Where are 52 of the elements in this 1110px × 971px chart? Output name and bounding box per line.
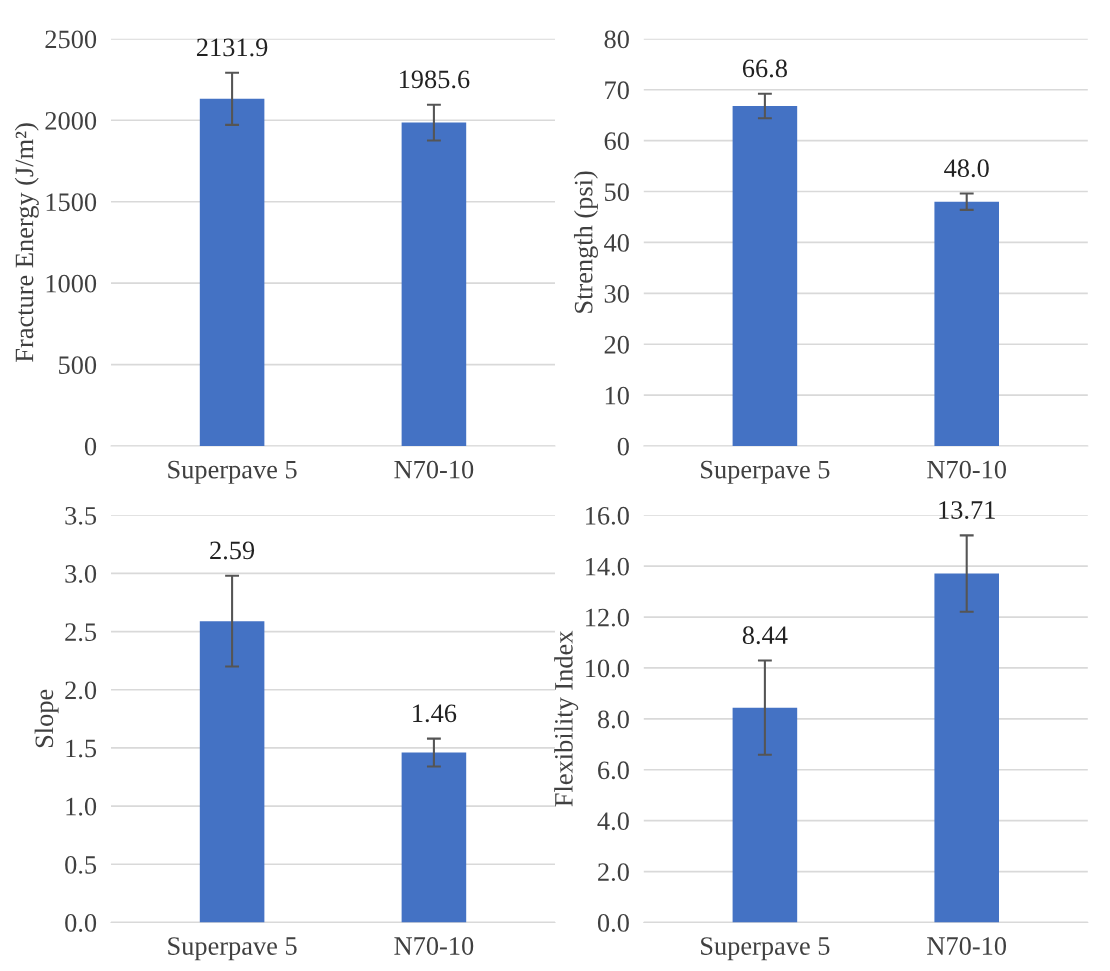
y-tick-label: 1000 [46,274,97,293]
data-label: 66.8 [742,59,787,78]
y-tick-label: 2.5 [65,623,97,642]
y-tick-label: 12.0 [586,608,629,627]
x-tick-label: N70-10 [394,937,474,955]
x-tick-label: Superpave 5 [168,937,297,961]
y-axis-title: Slope [34,689,59,748]
y-axis-title: Fracture Energy (J/m²) [14,123,39,362]
y-tick-label: 500 [59,356,97,375]
data-label: 2.59 [210,541,255,560]
x-tick-label: Superpave 5 [168,460,297,484]
y-tick-label: 4.0 [597,812,629,831]
y-tick-label: 0.0 [597,914,629,932]
y-tick-label: 2.0 [65,681,97,700]
y-axis-title: Flexibility Index [554,630,579,807]
x-tick-label: Superpave 5 [701,937,830,961]
data-label: 1.46 [413,704,457,723]
x-tick-label: N70-10 [927,460,1007,479]
y-tick-label: 60 [604,132,629,151]
data-label: 1985.6 [399,70,470,89]
y-tick-label: 1.0 [66,797,97,816]
y-tick-label: 8.0 [597,710,629,729]
y-tick-label: 14.0 [586,557,629,576]
x-tick-label: N70-10 [927,937,1007,955]
data-label: 13.71 [939,501,995,520]
y-tick-label: 16.0 [586,506,629,525]
y-tick-label: 0 [84,437,97,456]
y-tick-label: 2.0 [598,863,629,882]
y-tick-label: 0 [617,437,629,456]
y-tick-label: 20 [604,335,629,354]
y-tick-label: 10.0 [586,659,629,678]
y-tick-label: 70 [605,81,629,100]
y-tick-label: 10 [605,386,629,405]
y-tick-label: 0.5 [65,855,97,874]
y-tick-label: 6.0 [598,761,629,780]
data-label: 2131.9 [196,38,268,57]
y-tick-label: 0.0 [65,914,97,932]
y-tick-label: 3.5 [65,506,97,525]
y-tick-label: 2000 [45,111,97,130]
y-tick-label: 2500 [45,30,97,49]
y-tick-label: 3.0 [65,565,97,583]
y-tick-label: 50 [605,183,629,201]
y-tick-label: 1.5 [66,739,97,758]
y-axis-title: Strength (psi) [573,171,598,313]
y-tick-label: 40 [604,234,629,252]
y-tick-label: 30 [604,284,629,303]
x-tick-label: Superpave 5 [701,460,830,484]
y-tick-label: 80 [604,30,629,49]
data-label: 8.44 [742,626,788,645]
y-tick-label: 1500 [46,193,97,212]
x-tick-label: N70-10 [394,460,474,479]
data-label: 48.0 [944,159,989,178]
